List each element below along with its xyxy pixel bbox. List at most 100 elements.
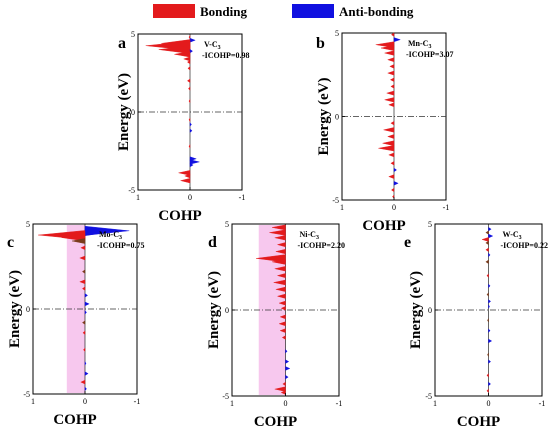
- cohp-peak: [188, 34, 191, 40]
- cohp-peak: [384, 50, 395, 56]
- cohp-peak: [486, 292, 489, 297]
- cohp-peak: [189, 159, 200, 165]
- cohp-peak: [84, 293, 88, 298]
- cohp-peak: [275, 286, 286, 292]
- cohp-peak: [189, 162, 194, 168]
- cohp-peak: [183, 56, 191, 62]
- panel-title-main: V-C: [204, 40, 218, 49]
- cohp-peak: [486, 373, 489, 378]
- panel-title-subscript: 3: [519, 235, 522, 241]
- y-axis-label: Energy (eV): [316, 78, 332, 156]
- cohp-peak: [486, 273, 489, 278]
- panel-title: Mn-C3: [408, 39, 431, 50]
- y-tick-label: 0: [225, 306, 229, 315]
- x-tick-label: 0: [487, 399, 491, 408]
- cohp-peak: [71, 238, 86, 244]
- cohp-peak: [178, 170, 191, 176]
- cohp-peak: [393, 167, 397, 173]
- cohp-peak: [189, 48, 193, 54]
- panel-title-subscript: 3: [119, 235, 122, 241]
- cohp-peak: [391, 32, 395, 37]
- cohp-peak: [380, 45, 395, 51]
- cohp-peak: [275, 248, 286, 255]
- panel-letter: d: [208, 234, 217, 251]
- cohp-peak: [187, 78, 191, 83]
- y-tick-label: 0: [428, 306, 432, 315]
- cohp-peak: [79, 279, 86, 285]
- x-tick-label: 1: [136, 193, 140, 202]
- panel-title-subscript: 3: [316, 235, 319, 241]
- x-tick-label: -1: [336, 399, 343, 408]
- cohp-peak: [285, 366, 291, 371]
- cohp-peak: [280, 390, 286, 395]
- panel-title: Ni-C3: [300, 230, 319, 241]
- cohp-peak: [488, 226, 492, 232]
- panel-title-subscript: 3: [428, 44, 431, 50]
- y-axis-label: Energy (eV): [408, 271, 424, 349]
- cohp-peak: [273, 279, 286, 286]
- cohp-peak: [84, 371, 89, 376]
- x-tick-label: -1: [539, 399, 546, 408]
- y-tick-label: -5: [425, 392, 432, 401]
- cohp-peak: [84, 310, 87, 315]
- cohp-peak: [187, 59, 191, 65]
- cohp-peak: [488, 304, 490, 309]
- icohp-value: -ICOHP=0.75: [97, 241, 144, 250]
- cohp-peak: [388, 152, 395, 158]
- x-axis-label: COHP: [53, 412, 96, 428]
- y-tick-label: 0: [335, 113, 339, 122]
- cohp-peak: [488, 283, 491, 289]
- legend-antibonding-swatch: [292, 4, 334, 18]
- cohp-peak: [80, 245, 86, 251]
- x-tick-label: -1: [443, 203, 450, 212]
- y-tick-label: -5: [128, 186, 135, 195]
- cohp-peak: [80, 379, 86, 385]
- cohp-peak: [389, 77, 395, 82]
- panel-letter: a: [118, 35, 126, 52]
- cohp-peak: [82, 320, 86, 325]
- cohp-peak: [387, 134, 395, 139]
- cohp-peak: [387, 57, 395, 63]
- cohp-peak: [387, 70, 395, 76]
- y-tick-label: 5: [26, 220, 30, 229]
- x-axis-label: COHP: [457, 414, 500, 430]
- panel-letter: e: [404, 234, 411, 251]
- cohp-peak: [82, 269, 86, 274]
- x-tick-label: 1: [340, 203, 344, 212]
- cohp-peak: [187, 66, 191, 71]
- cohp-peak: [285, 359, 290, 364]
- cohp-peak: [269, 229, 286, 236]
- cohp-peak: [378, 145, 395, 152]
- cohp-peak: [188, 117, 191, 123]
- panel-title: Mo-C3: [99, 230, 122, 241]
- cohp-peak: [274, 386, 286, 392]
- x-axis-label: COHP: [158, 208, 201, 224]
- cohp-peak: [278, 321, 286, 327]
- x-tick-label: 0: [83, 397, 87, 406]
- cohp-peak: [188, 98, 191, 104]
- y-tick-label: -5: [222, 392, 229, 401]
- cohp-peak: [488, 359, 491, 364]
- panel-title-main: Mo-C: [99, 230, 119, 239]
- cohp-peak: [281, 335, 286, 340]
- cohp-peak: [487, 352, 489, 358]
- cohp-peak: [79, 255, 86, 261]
- x-tick-label: -1: [134, 397, 141, 406]
- cohp-peak: [276, 242, 286, 248]
- cohp-peak: [285, 349, 288, 354]
- x-axis-label: COHP: [254, 414, 297, 430]
- cohp-peak: [488, 381, 491, 387]
- x-tick-label: 0: [284, 399, 288, 408]
- cohp-peak: [272, 224, 286, 231]
- y-tick-label: 5: [428, 220, 432, 229]
- cohp-peak: [488, 252, 491, 258]
- x-tick-label: 1: [31, 397, 35, 406]
- panel-letter: c: [7, 234, 14, 251]
- cohp-peak: [388, 102, 395, 108]
- cohp-peak: [386, 90, 395, 96]
- cohp-peak: [391, 187, 395, 193]
- cohp-peak: [276, 273, 286, 279]
- legend-bonding-label: Bonding: [200, 4, 247, 19]
